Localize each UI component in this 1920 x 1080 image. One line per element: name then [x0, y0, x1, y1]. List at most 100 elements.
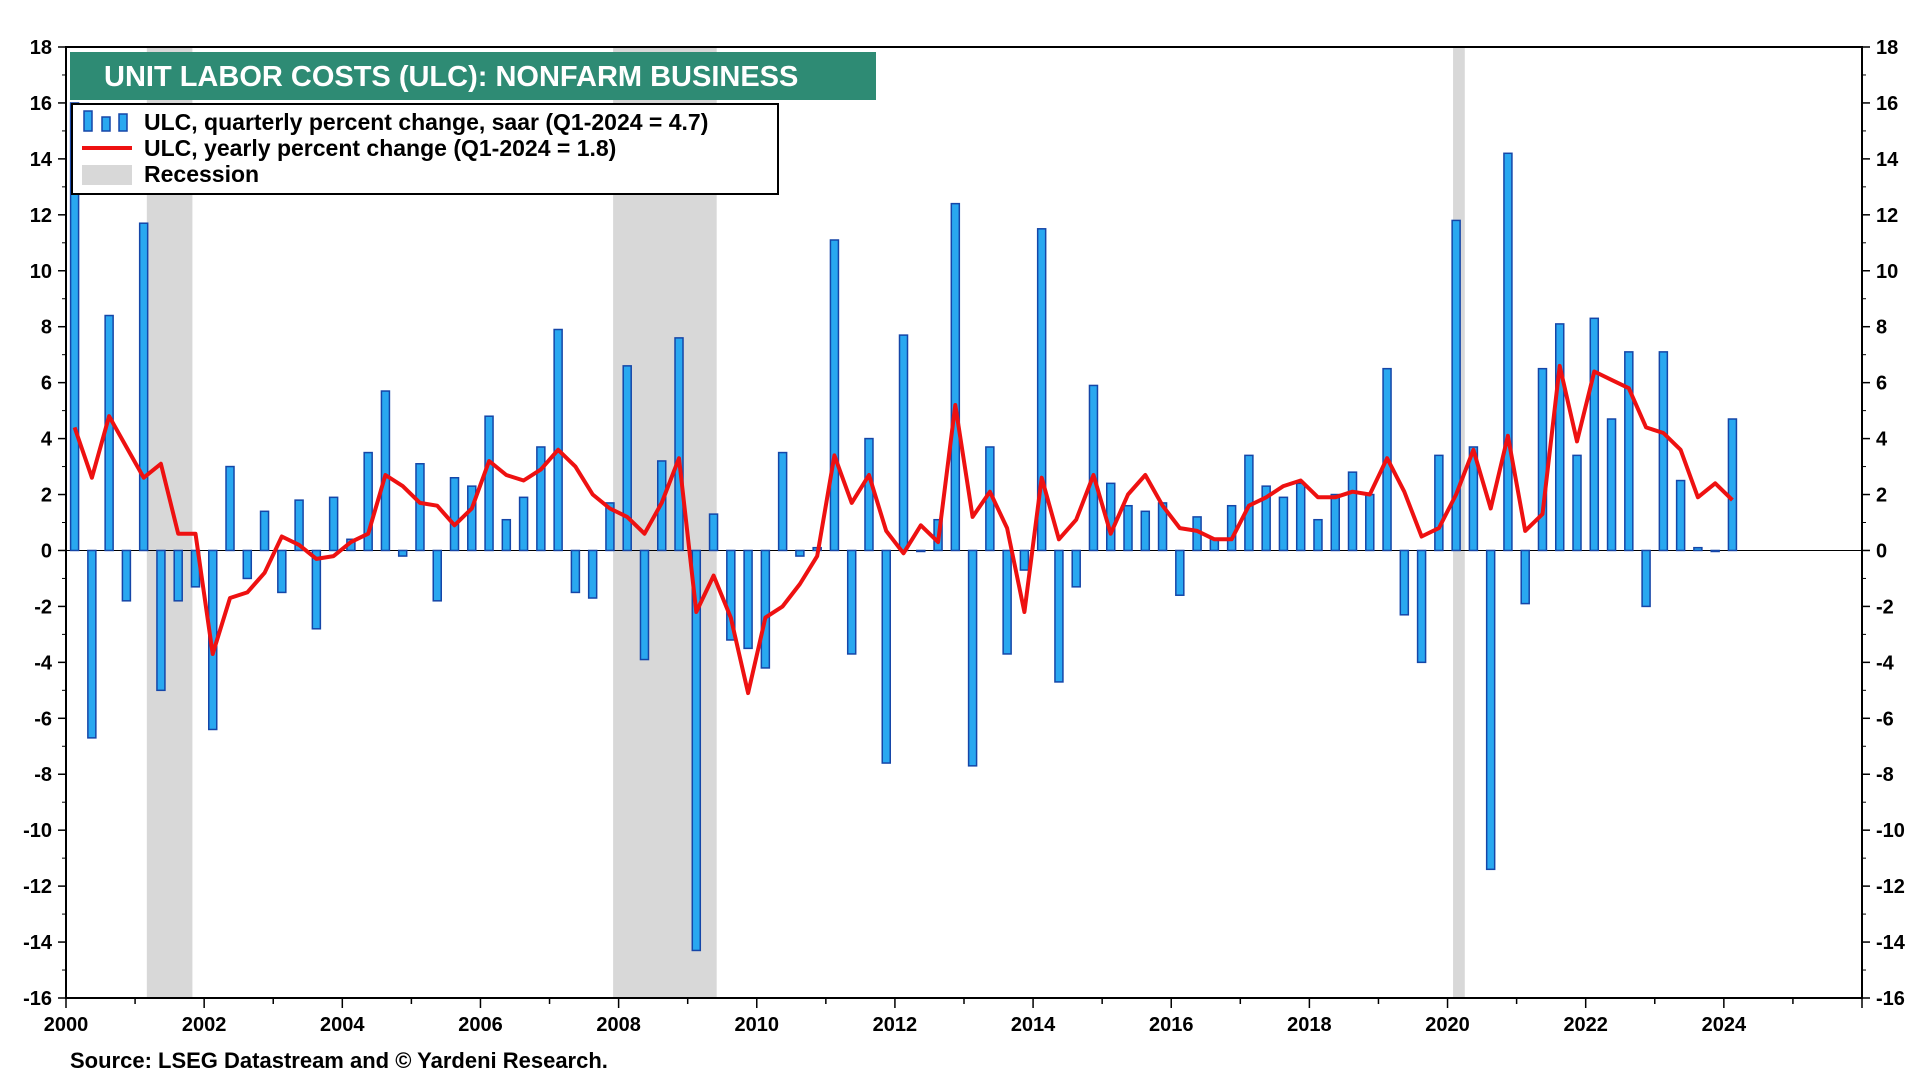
- y-tick-label-left: -6: [34, 708, 52, 730]
- y-tick-label-right: 0: [1876, 540, 1887, 562]
- y-tick-label-right: -14: [1876, 932, 1906, 954]
- bar: [1295, 482, 1306, 552]
- bar: [294, 499, 304, 552]
- bar: [173, 549, 183, 602]
- bar: [726, 549, 736, 641]
- bar: [242, 549, 253, 580]
- bar: [1434, 454, 1444, 552]
- x-tick-label: 2000: [44, 1014, 89, 1036]
- bar: [449, 476, 460, 552]
- bar: [138, 222, 149, 552]
- bar: [605, 502, 615, 552]
- bar: [1451, 219, 1461, 552]
- y-tick-label-right: 4: [1876, 429, 1888, 451]
- bar: [691, 549, 702, 952]
- bar: [1416, 549, 1427, 664]
- source-note: Source: LSEG Datastream and © Yardeni Re…: [70, 1048, 608, 1073]
- bar: [829, 239, 840, 552]
- y-tick-label-right: 10: [1876, 261, 1898, 283]
- bar: [1365, 493, 1375, 552]
- x-tick-label: 2016: [1149, 1014, 1194, 1036]
- bar: [1261, 485, 1271, 552]
- bar: [518, 496, 529, 552]
- bar: [536, 446, 546, 552]
- bar: [363, 451, 373, 552]
- y-tick-label-right: 2: [1876, 485, 1887, 507]
- x-axis: 2000 2002 2004 2006 2008 2010 2012 2014 2016 2018…: [44, 998, 1863, 1036]
- y-tick-label-right: 14: [1876, 149, 1899, 171]
- y-tick-label-right: -10: [1876, 820, 1905, 842]
- bar: [1399, 549, 1410, 616]
- bar: [1330, 493, 1340, 552]
- bar: [795, 549, 805, 557]
- bar: [1036, 228, 1047, 552]
- y-tick-label-left: -16: [23, 988, 52, 1010]
- bar: [1278, 496, 1289, 552]
- x-tick-label: 2002: [182, 1014, 227, 1036]
- legend-line-label: ULC, yearly percent change (Q1-2024 = 1.…: [144, 135, 616, 161]
- y-tick-label-right: 6: [1876, 373, 1887, 395]
- legend-recession-label: Recession: [144, 161, 259, 187]
- bar: [1520, 549, 1530, 605]
- bar: [639, 549, 650, 661]
- bar: [1641, 549, 1651, 608]
- bar: [501, 518, 512, 552]
- bar: [1537, 367, 1548, 552]
- bar: [380, 390, 391, 552]
- bar: [1105, 482, 1116, 552]
- bar: [328, 496, 339, 552]
- bar: [1226, 504, 1237, 552]
- bar: [87, 549, 97, 739]
- y-tick-label-left: 16: [30, 93, 52, 115]
- bar: [1088, 384, 1099, 552]
- bar: [1606, 418, 1617, 552]
- bar: [916, 549, 926, 553]
- bar: [864, 437, 874, 552]
- bar: [587, 549, 598, 599]
- y-tick-label-left: -10: [23, 820, 52, 842]
- bar: [156, 549, 166, 692]
- yearly-change-line: [72, 363, 1734, 696]
- y-tick-label-left: 10: [30, 261, 52, 283]
- bar: [967, 549, 978, 767]
- legend: ULC, quarterly percent change, saar (Q1-…: [71, 103, 779, 195]
- y-tick-label-right: 8: [1876, 317, 1887, 339]
- bar: [708, 513, 719, 552]
- legend-bars-label: ULC, quarterly percent change, saar (Q1-…: [144, 109, 708, 135]
- y-tick-label-right: -2: [1876, 596, 1894, 618]
- y-tick-label-left: 0: [41, 540, 52, 562]
- y-tick-label-right: -4: [1876, 652, 1895, 674]
- bar: [1554, 323, 1565, 552]
- bar: [69, 102, 80, 552]
- bar: [1572, 454, 1582, 552]
- x-tick-label: 2012: [873, 1014, 918, 1036]
- bar: [121, 549, 132, 602]
- left-y-axis: 18 16 14 12 10 8 6 4 2 0 -2 -4 -6 -8 -10 -12 -14 -16: [23, 37, 66, 1010]
- x-tick-label: 2018: [1287, 1014, 1332, 1036]
- x-tick-label: 2004: [320, 1014, 365, 1036]
- y-tick-label-right: -12: [1876, 876, 1905, 898]
- bar: [881, 549, 891, 764]
- y-tick-label-left: 6: [41, 373, 52, 395]
- y-tick-label-right: -16: [1876, 988, 1905, 1010]
- bar: [1175, 549, 1185, 596]
- bar: [225, 465, 235, 552]
- legend-box: [71, 103, 779, 195]
- bar: [1624, 351, 1634, 552]
- bar: [1140, 510, 1151, 552]
- x-tick-label: 2020: [1425, 1014, 1470, 1036]
- legend-recession-swatch: [82, 165, 132, 185]
- bar: [1347, 471, 1358, 552]
- bar: [1710, 549, 1720, 553]
- bar: [1002, 549, 1012, 655]
- x-tick-label: 2010: [735, 1014, 780, 1036]
- bar: [743, 549, 753, 650]
- bar: [311, 549, 322, 630]
- quarterly-bars: [69, 102, 1738, 952]
- x-tick-label: 2006: [458, 1014, 503, 1036]
- y-tick-label-right: 16: [1876, 93, 1898, 115]
- bar: [484, 415, 494, 552]
- bar: [898, 334, 909, 552]
- bar: [1503, 152, 1513, 552]
- bar: [1693, 546, 1703, 552]
